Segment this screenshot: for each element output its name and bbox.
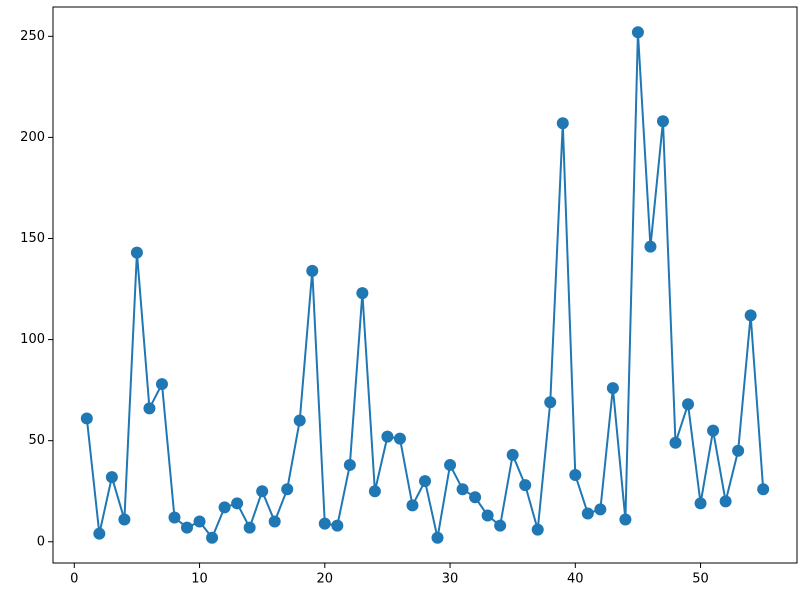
y-tick-label: 250 xyxy=(20,29,45,44)
marker xyxy=(606,382,619,395)
x-tick-label: 10 xyxy=(191,572,208,587)
marker xyxy=(519,479,532,492)
marker xyxy=(682,398,695,411)
marker xyxy=(218,501,231,514)
marker xyxy=(318,517,331,530)
marker xyxy=(356,287,369,300)
marker xyxy=(581,507,594,520)
marker xyxy=(193,515,206,528)
x-tick-label: 50 xyxy=(692,572,709,587)
marker xyxy=(494,519,507,532)
marker xyxy=(456,483,469,496)
marker xyxy=(757,483,770,496)
marker xyxy=(506,448,519,461)
marker xyxy=(481,509,494,522)
marker xyxy=(694,497,707,510)
marker xyxy=(569,469,582,482)
x-tick-label: 0 xyxy=(70,572,78,587)
marker xyxy=(93,527,106,540)
series-line xyxy=(85,32,765,540)
y-tick-label: 50 xyxy=(28,433,45,448)
marker xyxy=(206,531,219,544)
marker xyxy=(406,499,419,512)
marker xyxy=(719,495,732,508)
marker xyxy=(130,246,143,259)
x-tick-label: 30 xyxy=(442,572,459,587)
marker xyxy=(544,396,557,409)
marker xyxy=(444,458,457,471)
marker xyxy=(381,430,394,443)
marker xyxy=(231,497,244,510)
marker xyxy=(293,414,306,427)
marker xyxy=(331,519,344,532)
y-tick-label: 0 xyxy=(37,534,45,549)
marker xyxy=(281,483,294,496)
marker xyxy=(631,26,644,39)
plot-area xyxy=(52,6,798,564)
marker xyxy=(155,378,168,391)
marker xyxy=(732,444,745,457)
marker xyxy=(243,521,256,534)
marker xyxy=(669,436,682,449)
marker xyxy=(268,515,281,528)
marker xyxy=(594,503,607,516)
y-tick-label: 100 xyxy=(20,332,45,347)
marker xyxy=(656,115,669,128)
marker xyxy=(531,523,544,536)
marker xyxy=(556,117,569,130)
marker xyxy=(419,475,431,488)
marker xyxy=(744,309,757,322)
marker xyxy=(306,264,319,277)
marker xyxy=(118,513,131,526)
y-tick-label: 150 xyxy=(20,231,45,246)
y-tick-label: 200 xyxy=(20,130,45,145)
marker xyxy=(393,432,406,445)
marker xyxy=(80,412,93,425)
marker xyxy=(181,521,194,534)
marker xyxy=(343,458,356,471)
marker xyxy=(168,511,181,524)
marker xyxy=(143,402,156,415)
marker xyxy=(431,531,444,544)
marker xyxy=(368,485,381,498)
marker xyxy=(644,240,657,253)
x-tick-label: 20 xyxy=(317,572,334,587)
x-tick-label: 40 xyxy=(567,572,584,587)
marker xyxy=(619,513,632,526)
marker xyxy=(105,471,118,484)
marker xyxy=(469,491,482,504)
marker xyxy=(256,485,269,498)
marker xyxy=(707,424,720,437)
